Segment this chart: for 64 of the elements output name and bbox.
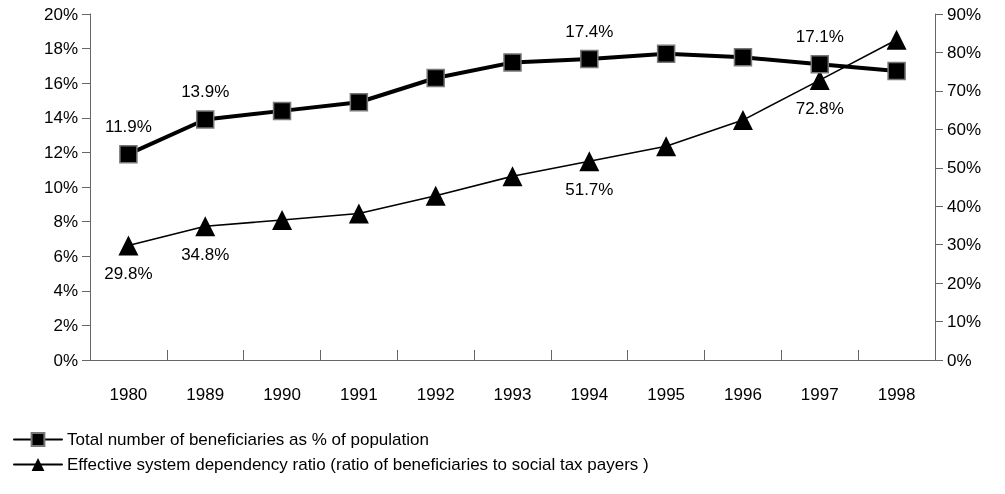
y-tick-label: 16% xyxy=(43,73,78,93)
x-tick-label: 1998 xyxy=(877,385,916,404)
point xyxy=(425,185,446,206)
point xyxy=(809,70,830,91)
point xyxy=(580,49,599,69)
y2-tick-label: 10% xyxy=(947,312,982,332)
y2-tick-label: 90% xyxy=(947,4,982,24)
data-label: 29.8% xyxy=(104,264,153,284)
y2-tick-label: 80% xyxy=(947,42,982,62)
y-tick-label: 10% xyxy=(43,177,78,197)
y-tick-label: 12% xyxy=(43,142,78,162)
data-label: 13.9% xyxy=(181,82,230,102)
data-label: 72.8% xyxy=(795,99,844,119)
y2-tick-label: 50% xyxy=(947,158,982,178)
point xyxy=(119,144,138,164)
y2-tick-label: 0% xyxy=(947,350,972,370)
x-tick-label: 1991 xyxy=(339,385,378,404)
data-label: 34.8% xyxy=(181,245,230,265)
x-tick-label: 1996 xyxy=(724,385,762,404)
point xyxy=(656,136,677,157)
point xyxy=(502,166,523,187)
point xyxy=(503,53,522,72)
x-tick-label: 1992 xyxy=(416,385,455,404)
x-tick-label: 1997 xyxy=(800,385,839,404)
point xyxy=(810,54,830,74)
y-tick-label: 0% xyxy=(53,350,78,370)
point xyxy=(426,68,445,88)
point xyxy=(886,29,907,50)
point xyxy=(579,151,600,172)
x-tick-label: 1995 xyxy=(647,385,686,404)
point xyxy=(195,216,216,237)
point xyxy=(195,110,215,129)
point xyxy=(656,44,676,64)
y-tick-label: 18% xyxy=(43,39,78,59)
point xyxy=(118,235,139,256)
data-label: 51.7% xyxy=(565,180,614,200)
point xyxy=(887,61,906,81)
x-tick-label: 1989 xyxy=(186,385,225,404)
y-tick-label: 6% xyxy=(53,246,78,266)
data-label: 17.4% xyxy=(565,21,614,41)
point xyxy=(349,92,369,112)
y2-tick-label: 30% xyxy=(947,235,982,255)
y2-tick-label: 70% xyxy=(947,81,982,101)
point xyxy=(272,101,292,121)
x-tick-label: 1980 xyxy=(109,385,148,404)
point xyxy=(348,203,369,224)
point xyxy=(733,48,753,67)
x-tick-label: 1990 xyxy=(263,385,301,404)
point xyxy=(732,110,753,131)
y-tick-label: 2% xyxy=(53,315,78,335)
y2-tick-label: 20% xyxy=(947,273,982,293)
x-tick-label: 1994 xyxy=(570,385,609,404)
y2-tick-label: 60% xyxy=(947,119,982,139)
x-tick-label: 1993 xyxy=(493,385,532,404)
legend-label: Total number of beneficiaries as % of population xyxy=(67,430,429,449)
y-tick-label: 4% xyxy=(53,281,78,301)
y-tick-label: 8% xyxy=(53,212,78,232)
data-label: 11.9% xyxy=(104,116,152,136)
y2-tick-label: 40% xyxy=(947,196,982,216)
y-tick-label: 20% xyxy=(43,4,78,24)
data-label: 17.1% xyxy=(795,26,844,46)
point xyxy=(272,210,293,231)
y-tick-label: 14% xyxy=(43,108,78,128)
legend-label: Effective system dependency ratio (ratio of beneficiaries to social tax payers ) xyxy=(67,455,649,474)
